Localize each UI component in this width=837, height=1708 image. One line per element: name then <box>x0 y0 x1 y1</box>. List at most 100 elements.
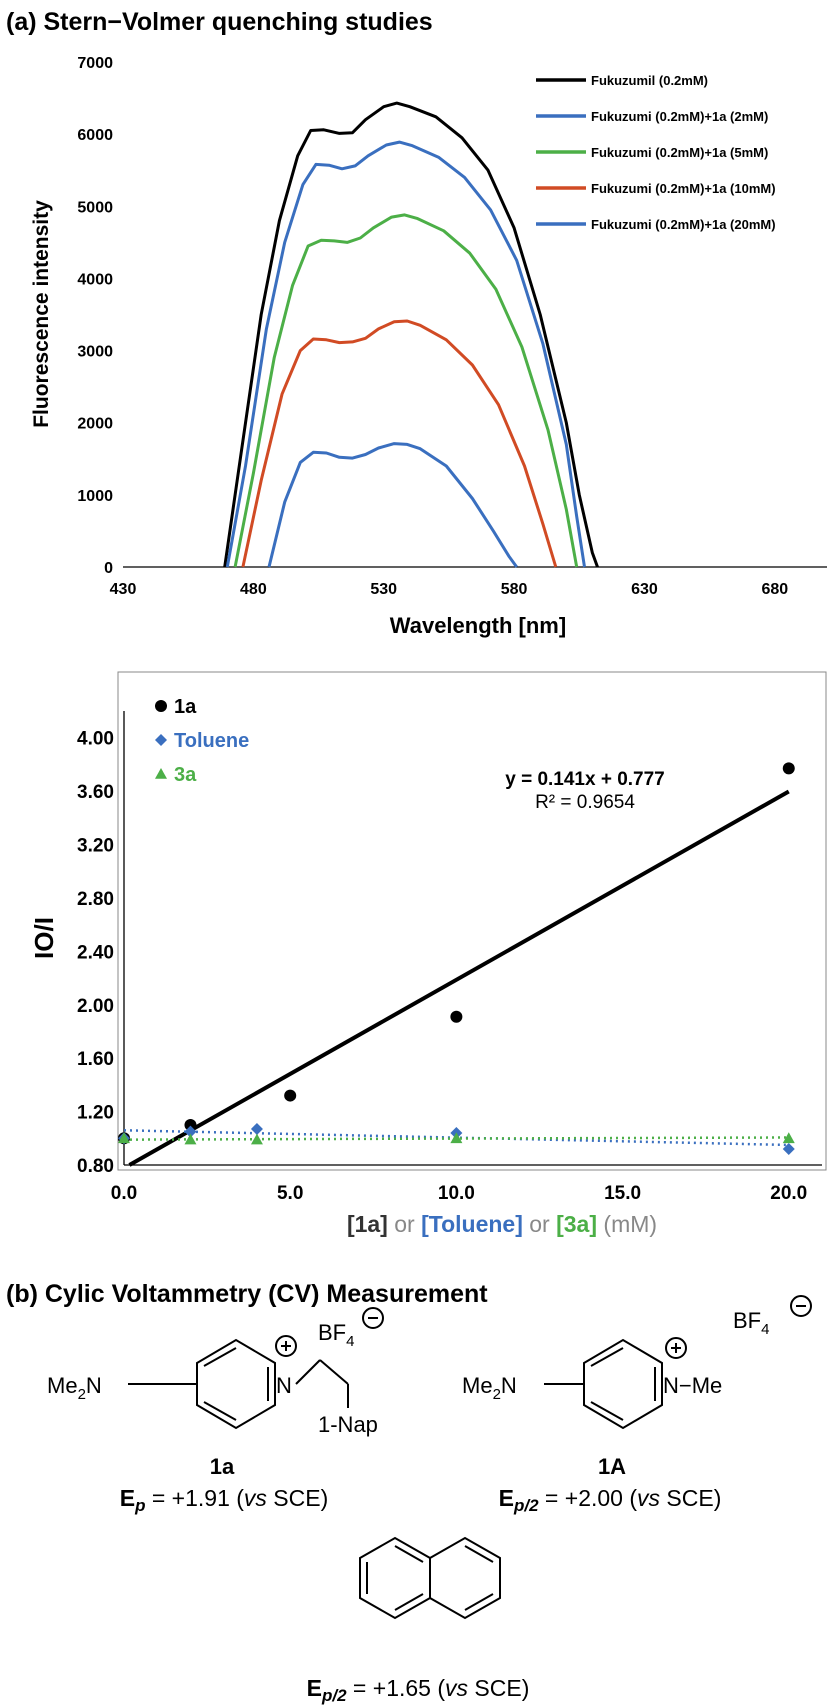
substituent-label: N−Me <box>663 1373 722 1398</box>
ring-double-bond <box>590 1401 624 1421</box>
y-tick-label: 4.00 <box>77 729 114 750</box>
pyridinium-ring <box>196 1338 276 1430</box>
x-tick-label: 630 <box>631 581 658 598</box>
legend-label: Toluene <box>174 730 249 752</box>
plus-charge-icon <box>665 1337 687 1359</box>
data-point-3a <box>250 1133 263 1145</box>
x-tick-label: 530 <box>370 581 397 598</box>
x-axis-label-part: or <box>523 1211 556 1237</box>
y-tick-label: 7000 <box>77 55 113 72</box>
y-tick-labels: 0 1000 2000 3000 4000 5000 6000 7000 <box>77 55 113 577</box>
potential-naphthalene: Ep/2 = +1.65 (vs SCE) <box>307 1675 530 1705</box>
y-tick-label: 2.40 <box>77 942 114 963</box>
spectrum-line-5 <box>267 442 518 568</box>
compound-1a-structure <box>128 1307 384 1430</box>
counterion: BF4 <box>318 1320 354 1350</box>
substituent-label: 1-Nap <box>318 1412 378 1437</box>
ring-nitrogen: N <box>276 1373 292 1398</box>
y-tick-label: 2.80 <box>77 889 114 910</box>
y-tick-label: 0 <box>104 560 113 577</box>
data-point-1a <box>184 1118 197 1131</box>
x-axis-label-part: [Toluene] <box>421 1211 523 1237</box>
compound-label: 1A <box>598 1454 626 1479</box>
minus-charge-icon <box>362 1307 384 1329</box>
naphthalene-ring-right <box>429 1536 501 1620</box>
x-axis-label: [1a] or [Toluene] or [3a] (mM) <box>347 1211 657 1237</box>
x-tick-labels: 0.0 5.0 10.0 15.0 20.0 <box>111 1183 807 1204</box>
amine-label: Me2N <box>462 1373 517 1403</box>
x-tick-label: 580 <box>501 581 528 598</box>
x-tick-label: 15.0 <box>604 1183 641 1204</box>
y-tick-label: 1.20 <box>77 1103 114 1124</box>
fit-line-1a <box>128 789 790 1167</box>
x-tick-label: 480 <box>240 581 267 598</box>
ring-double-bond <box>394 1593 424 1611</box>
y-tick-label: 6000 <box>77 127 113 144</box>
legend: 1a Toluene 3a <box>155 696 249 786</box>
data-points <box>118 762 795 1155</box>
x-axis-label-part: or <box>388 1211 421 1237</box>
spectrum-line-3 <box>233 213 579 568</box>
x-axis-label: Wavelength [nm] <box>390 613 566 638</box>
y-tick-label: 4000 <box>77 271 113 288</box>
spectrum-line-2 <box>225 140 586 568</box>
fit-equation: y = 0.141x + 0.777 <box>505 769 665 790</box>
fit-r-squared: R² = 0.9654 <box>535 792 635 813</box>
fluorescence-chart: 0 1000 2000 3000 4000 5000 6000 7000 430 480 530 5… <box>30 55 827 638</box>
y-tick-label: 1000 <box>77 488 113 505</box>
legend-marker <box>155 700 167 712</box>
legend-label: Fukuzumi (0.2mM)+1a (2mM) <box>591 109 768 124</box>
data-point-3a <box>782 1132 795 1144</box>
ring-double-bond <box>203 1401 237 1421</box>
fit-line-3a <box>123 1136 789 1141</box>
x-tick-label: 10.0 <box>438 1183 475 1204</box>
legend: Fukuzumil (0.2mM) Fukuzumi (0.2mM)+1a (2m… <box>536 73 776 232</box>
data-point-1a <box>782 762 795 775</box>
y-tick-label: 3.60 <box>77 782 114 803</box>
chart-border <box>117 671 827 1171</box>
legend-label: 1a <box>174 696 197 718</box>
data-point-1a <box>284 1089 297 1102</box>
counterion: BF4 <box>733 1308 769 1338</box>
section-b-heading: (b) Cylic Voltammetry (CV) Measurement <box>6 1280 488 1308</box>
plot-area <box>123 62 827 568</box>
y-axis-label: IO/I <box>29 917 59 959</box>
x-axis-label-part: [3a] <box>556 1211 597 1237</box>
legend-label: Fukuzumi (0.2mM)+1a (20mM) <box>591 217 776 232</box>
ring-double-bond <box>203 1347 237 1367</box>
x-tick-label: 20.0 <box>770 1183 807 1204</box>
y-tick-label: 1.60 <box>77 1049 114 1070</box>
x-tick-labels: 430 480 530 580 630 680 <box>110 581 789 598</box>
x-tick-label: 680 <box>762 581 789 598</box>
y-tick-label: 2000 <box>77 416 113 433</box>
data-point-3a <box>184 1133 197 1145</box>
amine-label: Me2N <box>47 1373 102 1403</box>
y-tick-label: 3000 <box>77 344 113 361</box>
ring-double-bond <box>464 1545 494 1563</box>
pyridinium-ring <box>583 1338 663 1430</box>
x-axis-label-part: (mM) <box>597 1211 657 1237</box>
legend-label: 3a <box>174 764 197 786</box>
y-axis-label: Fluorescence intensity <box>30 200 53 428</box>
x-axis-label-part: [1a] <box>347 1211 388 1237</box>
y-tick-label: 3.20 <box>77 836 114 857</box>
data-point-3a <box>118 1132 130 1144</box>
x-tick-label: 5.0 <box>277 1183 303 1204</box>
data-point-toluene <box>782 1142 795 1155</box>
ring-double-bond <box>394 1545 424 1563</box>
legend-label: Fukuzumi (0.2mM)+1a (5mM) <box>591 145 768 160</box>
y-tick-labels: 0.80 1.20 1.60 2.00 2.40 2.80 3.20 3.60 4.00 <box>77 729 114 1177</box>
potential-1a: Ep = +1.91 (vs SCE) <box>120 1485 329 1515</box>
minus-charge-icon <box>790 1295 812 1317</box>
legend-label: Fukuzumi (0.2mM)+1a (10mM) <box>591 181 776 196</box>
spectrum-line-1 <box>223 101 599 568</box>
compound-1A-structure <box>544 1295 812 1430</box>
ring-double-bond <box>590 1347 624 1367</box>
fit-lines <box>123 789 790 1167</box>
y-tick-label: 5000 <box>77 199 113 216</box>
plus-charge-icon <box>275 1335 297 1357</box>
y-tick-label: 0.80 <box>77 1156 114 1177</box>
spectra-series <box>223 101 599 568</box>
legend-label: Fukuzumil (0.2mM) <box>591 73 708 88</box>
